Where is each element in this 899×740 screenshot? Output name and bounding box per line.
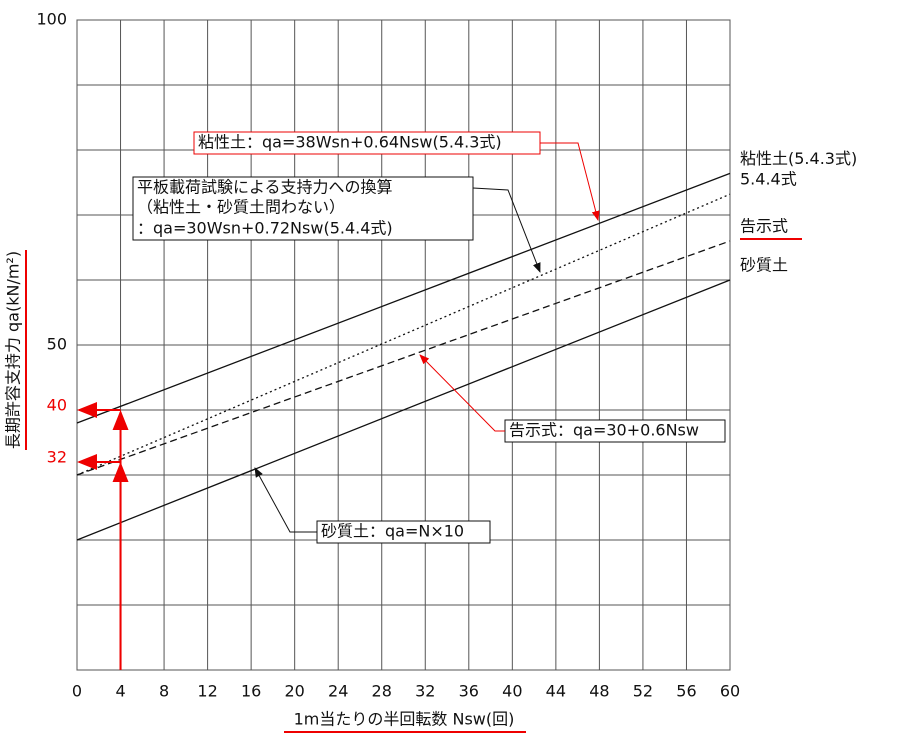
series-label: 砂質土 xyxy=(740,256,788,275)
series-label: 告示式 xyxy=(740,217,788,236)
y-tick-label: 100 xyxy=(36,10,67,29)
x-tick-label: 28 xyxy=(372,682,392,701)
series-line xyxy=(76,279,731,541)
x-tick-label: 60 xyxy=(720,682,740,701)
x-tick-label: 12 xyxy=(197,682,217,701)
annotation: ：qa=30Wsn+0.72Nsw(5.4.4式) xyxy=(137,219,393,238)
x-tick-label: 20 xyxy=(284,682,304,701)
arrow xyxy=(254,467,317,533)
arrow xyxy=(419,354,505,432)
x-tick-label: 44 xyxy=(546,682,566,701)
annotation: 砂質土：qa=N×10 xyxy=(321,522,464,541)
annotation: 粘性土：qa=38Wsn+0.64Nsw(5.4.3式) xyxy=(198,133,502,152)
x-tick-label: 40 xyxy=(502,682,522,701)
x-tick-label: 32 xyxy=(415,682,435,701)
series-line xyxy=(76,193,731,476)
arrow xyxy=(540,142,600,221)
x-tick-label: 8 xyxy=(159,682,169,701)
x-tick-label: 0 xyxy=(72,682,82,701)
annotation: 平板載荷試験による支持力への換算 xyxy=(137,178,393,197)
arrow xyxy=(472,187,541,273)
annotation: （粘性土・砂質土問わない） xyxy=(137,198,345,217)
marker-label: 40 xyxy=(47,396,67,415)
annotation-box xyxy=(132,176,474,241)
x-tick-label: 52 xyxy=(633,682,653,701)
series-line xyxy=(76,240,731,476)
y-axis-label: 長期許容支持力 qa(kN/m²) xyxy=(4,251,23,449)
x-tick-label: 24 xyxy=(328,682,348,701)
x-tick-label: 4 xyxy=(115,682,125,701)
x-tick-label: 36 xyxy=(459,682,479,701)
x-axis-label: 1m当たりの半回転数 Nsw(回) xyxy=(294,710,515,729)
series-label: 粘性土(5.4.3式) xyxy=(740,149,857,168)
annotation: 告示式：qa=30+0.6Nsw xyxy=(509,421,699,440)
x-tick-label: 16 xyxy=(241,682,261,701)
x-tick-label: 48 xyxy=(589,682,609,701)
series-line xyxy=(76,172,731,424)
y-tick-label: 50 xyxy=(47,335,67,354)
marker-label: 32 xyxy=(47,448,67,467)
x-tick-label: 56 xyxy=(676,682,696,701)
series-label: 5.4.4式 xyxy=(740,170,797,189)
